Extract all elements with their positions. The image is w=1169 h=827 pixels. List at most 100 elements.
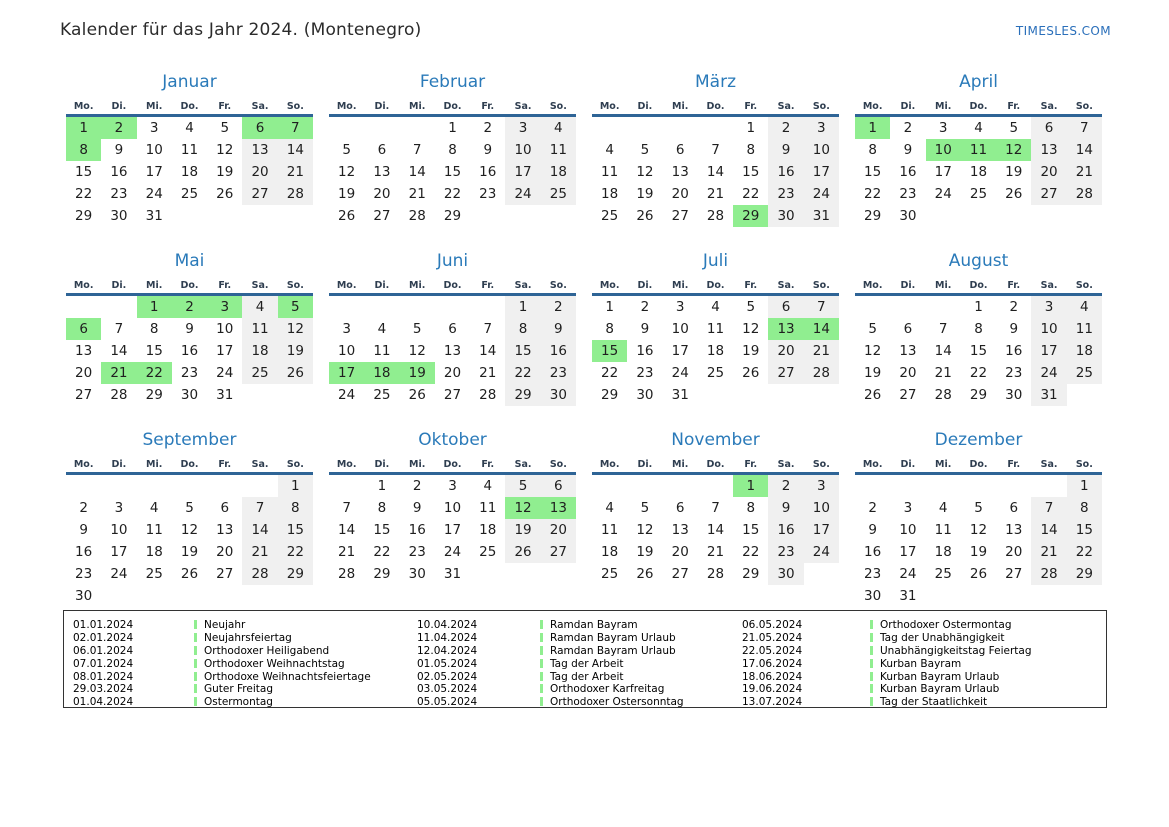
weekday-label: Fr. [470, 456, 506, 475]
weekday-label: So. [540, 456, 576, 475]
day-cell: 5 [220, 120, 230, 136]
legend-item: 11.04.2024 Ramdan Bayram Urlaub [417, 630, 742, 644]
day-cell: 4 [185, 120, 194, 136]
holiday-marker-icon [870, 671, 873, 681]
empty-cell [804, 563, 839, 585]
day-cell: 12 [969, 522, 988, 538]
site-link[interactable]: TIMESLES.COM [1015, 24, 1111, 38]
day-cell: 16 [899, 164, 917, 180]
day-cell: 25 [1066, 362, 1102, 384]
empty-cell [996, 205, 1031, 227]
holiday-marker-icon [194, 684, 197, 694]
day-cell: 31 [216, 387, 234, 403]
legend-item: 22.05.2024 Unabhängigkeitstag Feiertag [742, 643, 1106, 657]
day-cell: 4 [242, 294, 278, 318]
day-cell: 26 [969, 566, 988, 582]
day-cell: 16 [540, 340, 576, 362]
day-cell: 29 [864, 208, 882, 224]
day-cell: 2 [540, 294, 576, 318]
weekday-label: Mi. [136, 277, 172, 296]
day-cell: 30 [768, 205, 804, 227]
legend-date: 11.04.2024 [417, 631, 478, 644]
day-cell: 20 [768, 340, 804, 362]
day-cell: 8 [448, 142, 457, 158]
weekday-label: Fr. [733, 277, 769, 296]
day-cell: 31 [803, 205, 839, 227]
weekday-label: Mo. [592, 98, 628, 117]
weekday-label: Do. [960, 98, 997, 117]
empty-cell [855, 474, 890, 498]
day-cell: 6 [768, 294, 804, 318]
weekday-label: So. [1066, 98, 1102, 117]
day-cell: 21 [1031, 541, 1067, 563]
empty-cell [996, 474, 1031, 498]
day-cell: 1 [855, 115, 891, 139]
day-cell: 20 [540, 519, 576, 541]
day-cell: 27 [671, 566, 689, 582]
day-cell: 8 [746, 500, 756, 516]
weekday-label: Mi. [399, 98, 435, 117]
weekday-label: Sa. [505, 456, 541, 475]
day-cell: 1 [505, 294, 541, 318]
day-cell: 21 [1066, 161, 1102, 183]
legend-date: 01.05.2024 [417, 657, 478, 670]
day-cell: 9 [1009, 321, 1019, 337]
weekday-label: Sa. [505, 98, 541, 117]
day-cell: 9 [114, 142, 124, 158]
legend-holiday-name: Tag der Unabhängigkeit [870, 632, 1005, 644]
day-cell: 3 [803, 115, 839, 139]
day-cell: 13 [75, 343, 93, 359]
day-cell: 20 [671, 544, 689, 560]
weekday-label: Mo. [66, 456, 102, 475]
empty-cell [961, 585, 996, 607]
empty-cell [470, 205, 505, 227]
day-cell: 3 [675, 299, 685, 315]
legend-date: 17.06.2024 [742, 657, 803, 670]
holiday-marker-icon [870, 658, 873, 668]
month-september: September Mo. Di. Mi. Do. Fr. Sa. So. 1 2 3 4 5 6 7 8 9 1… [66, 430, 313, 607]
empty-cell [996, 585, 1031, 607]
month-juni: Juni Mo. Di. Mi. Do. Fr. Sa. So. 1 2 3 4 5 6 7 8 9 10 11 12… [329, 251, 576, 406]
day-cell: 8 [377, 500, 387, 516]
day-cell: 20 [1031, 161, 1067, 183]
day-cell: 22 [136, 362, 172, 384]
day-cell: 21 [408, 186, 426, 202]
day-cell: 9 [768, 139, 804, 161]
legend-holiday-name: Kurban Bayram Urlaub [870, 671, 999, 683]
day-cell: 6 [1009, 500, 1019, 516]
day-cell: 14 [1066, 139, 1102, 161]
day-cell: 19 [1005, 164, 1023, 180]
legend-date: 02.05.2024 [417, 670, 478, 683]
holiday-marker-icon [540, 684, 543, 694]
empty-cell [961, 205, 996, 227]
holiday-marker-icon [540, 620, 543, 629]
day-cell: 1 [605, 299, 614, 315]
day-cell: 16 [636, 343, 654, 359]
day-cell: 26 [742, 365, 760, 381]
day-cell: 28 [706, 566, 725, 582]
month-title: Juli [702, 251, 729, 271]
day-cell: 4 [377, 321, 387, 337]
day-cell: 27 [540, 541, 576, 563]
legend-column: 01.01.2024 Neujahr 02.01.2024 Neujahrsfeier… [73, 617, 417, 708]
day-cell: 16 [864, 544, 882, 560]
weekday-label: Do. [171, 456, 208, 475]
month-title: August [948, 251, 1009, 271]
day-cell: 26 [864, 387, 882, 403]
day-cell: 22 [742, 544, 760, 560]
day-cell: 29 [969, 387, 988, 403]
day-cell: 22 [742, 186, 760, 202]
weekday-label: Di. [627, 456, 663, 475]
day-cell: 4 [974, 120, 983, 136]
weekday-label: Di. [101, 98, 137, 117]
weekday-label: Mo. [329, 98, 365, 117]
day-cell: 19 [216, 164, 234, 180]
day-cell: 7 [242, 497, 278, 519]
day-cell: 15 [864, 164, 882, 180]
legend-date: 18.06.2024 [742, 670, 803, 683]
empty-cell [505, 563, 540, 585]
day-cell: 11 [706, 321, 725, 337]
month-title: Dezember [934, 430, 1023, 450]
day-cell: 29 [1066, 563, 1102, 585]
day-cell: 27 [75, 387, 93, 403]
